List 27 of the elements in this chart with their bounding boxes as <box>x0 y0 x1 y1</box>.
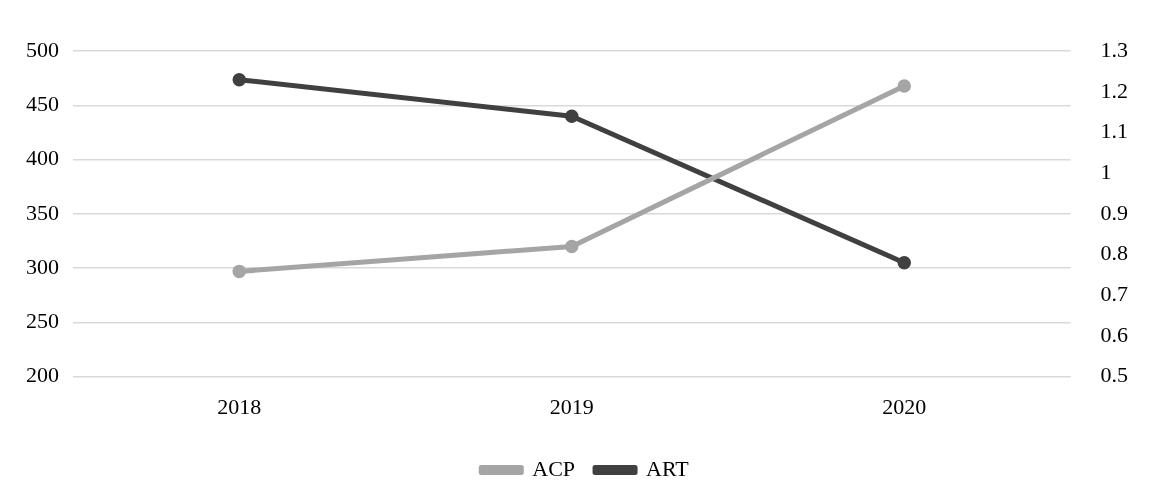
y-tick-label: 250 <box>26 308 59 334</box>
x-tick-label: 2018 <box>217 393 262 419</box>
y2-tick-label: 0.8 <box>1100 240 1128 266</box>
point <box>565 109 579 124</box>
y2-tick-label: 0.7 <box>1100 281 1128 307</box>
x-tick-label: 2020 <box>882 393 927 419</box>
point <box>565 239 579 254</box>
x-tick-label: 2019 <box>549 393 594 419</box>
y2-tick-label: 1.1 <box>1100 118 1128 144</box>
legend-label: ACP <box>532 455 576 481</box>
point <box>232 264 246 279</box>
y2-tick-label: 0.6 <box>1100 321 1128 347</box>
y-tick-label: 200 <box>26 362 59 388</box>
y-tick-label: 500 <box>26 36 59 62</box>
y-tick-label: 300 <box>26 253 59 279</box>
point <box>897 79 911 93</box>
legend-label: ART <box>646 455 690 481</box>
y2-tick-label: 0.5 <box>1100 362 1128 388</box>
y-tick-label: 350 <box>26 199 59 225</box>
y-tick-label: 450 <box>26 91 59 117</box>
y2-tick-label: 1.2 <box>1100 77 1128 103</box>
point <box>232 72 246 87</box>
y-tick-label: 400 <box>26 145 59 171</box>
y2-tick-label: 1 <box>1100 159 1112 185</box>
y2-tick-label: 0.9 <box>1100 199 1128 225</box>
point <box>897 255 911 270</box>
y2-tick-label: 1.3 <box>1100 36 1128 62</box>
